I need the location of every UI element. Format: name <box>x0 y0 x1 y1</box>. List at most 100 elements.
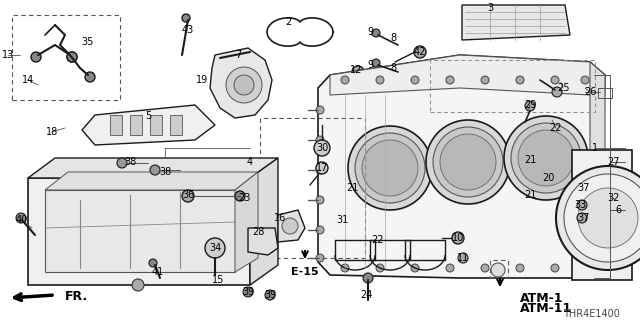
Text: 31: 31 <box>336 215 348 225</box>
Circle shape <box>31 52 41 62</box>
Circle shape <box>362 140 418 196</box>
Text: 14: 14 <box>22 75 34 85</box>
Circle shape <box>376 264 384 272</box>
Circle shape <box>481 264 489 272</box>
Circle shape <box>511 123 581 193</box>
Circle shape <box>581 76 589 84</box>
Text: 26: 26 <box>584 87 596 97</box>
Text: 30: 30 <box>316 143 328 153</box>
Circle shape <box>265 290 275 300</box>
Circle shape <box>577 200 587 210</box>
Polygon shape <box>278 210 305 242</box>
Circle shape <box>551 76 559 84</box>
Circle shape <box>458 253 468 263</box>
Text: 27: 27 <box>608 157 620 167</box>
Text: 11: 11 <box>457 253 469 263</box>
Circle shape <box>132 279 144 291</box>
Text: 16: 16 <box>274 213 286 223</box>
Polygon shape <box>82 105 215 145</box>
Text: 36: 36 <box>182 190 194 200</box>
Polygon shape <box>28 178 250 285</box>
Text: 13: 13 <box>2 50 14 60</box>
Text: 7: 7 <box>235 50 241 60</box>
Text: 12: 12 <box>350 65 362 75</box>
Circle shape <box>85 72 95 82</box>
Circle shape <box>372 59 380 67</box>
Text: 21: 21 <box>524 190 536 200</box>
Text: 5: 5 <box>145 111 151 121</box>
Circle shape <box>117 158 127 168</box>
Circle shape <box>67 52 77 62</box>
Text: 25: 25 <box>557 83 569 93</box>
Circle shape <box>341 76 349 84</box>
Circle shape <box>316 162 328 174</box>
Text: 23: 23 <box>238 193 250 203</box>
Text: E-15: E-15 <box>291 267 319 277</box>
Circle shape <box>426 120 510 204</box>
Circle shape <box>452 232 464 244</box>
Circle shape <box>316 226 324 234</box>
Text: 20: 20 <box>542 173 554 183</box>
Polygon shape <box>248 228 278 255</box>
Circle shape <box>446 264 454 272</box>
Circle shape <box>182 190 194 202</box>
Circle shape <box>433 127 503 197</box>
Circle shape <box>411 76 419 84</box>
Circle shape <box>491 263 505 277</box>
Polygon shape <box>318 55 605 278</box>
Circle shape <box>372 29 380 37</box>
Text: 42: 42 <box>414 47 426 57</box>
Circle shape <box>182 14 190 22</box>
Text: 10: 10 <box>452 233 464 243</box>
Circle shape <box>556 166 640 270</box>
Circle shape <box>67 52 77 62</box>
Text: 40: 40 <box>16 215 28 225</box>
Text: FR.: FR. <box>65 291 88 303</box>
Text: 33: 33 <box>574 200 586 210</box>
Circle shape <box>414 46 426 58</box>
Text: 19: 19 <box>196 75 208 85</box>
Text: 9: 9 <box>367 60 373 70</box>
Circle shape <box>516 76 524 84</box>
Circle shape <box>348 126 432 210</box>
Text: 9: 9 <box>367 27 373 37</box>
Polygon shape <box>28 158 278 178</box>
Circle shape <box>205 238 225 258</box>
Text: 4: 4 <box>247 157 253 167</box>
Circle shape <box>440 134 496 190</box>
Text: 28: 28 <box>252 227 264 237</box>
Text: 2: 2 <box>285 17 291 27</box>
Text: 35: 35 <box>82 37 94 47</box>
Circle shape <box>363 273 373 283</box>
Circle shape <box>355 133 425 203</box>
Text: 39: 39 <box>242 287 254 297</box>
Bar <box>430 60 595 112</box>
Polygon shape <box>330 55 605 95</box>
Circle shape <box>16 213 26 223</box>
Circle shape <box>316 106 324 114</box>
Polygon shape <box>250 158 278 285</box>
Circle shape <box>314 140 330 156</box>
Circle shape <box>577 213 587 223</box>
Circle shape <box>518 130 574 186</box>
Circle shape <box>481 76 489 84</box>
Text: 15: 15 <box>212 275 224 285</box>
Circle shape <box>234 75 254 95</box>
Circle shape <box>282 218 298 234</box>
Circle shape <box>316 196 324 204</box>
Circle shape <box>243 287 253 297</box>
Text: 32: 32 <box>608 193 620 203</box>
Polygon shape <box>572 150 632 280</box>
Polygon shape <box>210 48 272 118</box>
Circle shape <box>504 116 588 200</box>
Text: 41: 41 <box>152 267 164 277</box>
Circle shape <box>316 166 324 174</box>
Circle shape <box>150 165 160 175</box>
Polygon shape <box>590 62 605 278</box>
Circle shape <box>226 67 262 103</box>
Bar <box>110 115 122 135</box>
Circle shape <box>564 174 640 262</box>
Text: 22: 22 <box>550 123 563 133</box>
Circle shape <box>552 87 562 97</box>
Circle shape <box>581 264 589 272</box>
